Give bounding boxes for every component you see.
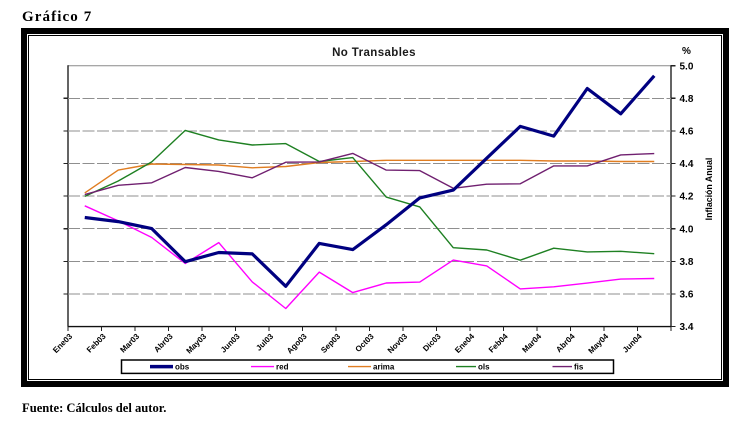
svg-text:Mar04: Mar04 bbox=[520, 331, 543, 354]
svg-text:Abr03: Abr03 bbox=[152, 331, 175, 354]
svg-text:5.0: 5.0 bbox=[680, 61, 694, 72]
svg-text:3.4: 3.4 bbox=[680, 322, 694, 333]
svg-text:4.2: 4.2 bbox=[680, 192, 694, 203]
svg-text:Ago03: Ago03 bbox=[285, 331, 309, 355]
svg-text:May04: May04 bbox=[586, 331, 610, 355]
svg-text:4.4: 4.4 bbox=[680, 159, 694, 170]
svg-text:Inflación Anual: Inflación Anual bbox=[704, 158, 714, 221]
svg-text:3.8: 3.8 bbox=[680, 257, 694, 268]
svg-text:obs: obs bbox=[175, 363, 190, 372]
svg-text:Feb03: Feb03 bbox=[85, 331, 108, 354]
svg-text:%: % bbox=[682, 46, 691, 57]
svg-text:Feb04: Feb04 bbox=[487, 331, 510, 354]
svg-text:Nov03: Nov03 bbox=[386, 331, 410, 355]
svg-text:arima: arima bbox=[373, 363, 395, 372]
svg-text:Jul03: Jul03 bbox=[254, 331, 275, 352]
svg-text:Ene03: Ene03 bbox=[51, 331, 74, 354]
svg-text:May03: May03 bbox=[184, 331, 208, 355]
svg-text:ols: ols bbox=[478, 363, 490, 372]
svg-text:3.6: 3.6 bbox=[680, 290, 694, 301]
svg-text:No Transables: No Transables bbox=[332, 47, 416, 59]
svg-text:4.0: 4.0 bbox=[680, 224, 694, 235]
svg-text:Mar03: Mar03 bbox=[118, 331, 141, 354]
svg-text:Ene04: Ene04 bbox=[453, 331, 476, 354]
svg-text:Abr04: Abr04 bbox=[554, 331, 577, 354]
svg-text:4.8: 4.8 bbox=[680, 94, 694, 105]
svg-text:red: red bbox=[276, 363, 289, 372]
svg-text:Oct03: Oct03 bbox=[354, 331, 376, 353]
svg-text:Jun03: Jun03 bbox=[219, 331, 242, 354]
svg-text:Dic03: Dic03 bbox=[421, 331, 443, 353]
svg-text:fis: fis bbox=[574, 363, 584, 372]
svg-text:Sep03: Sep03 bbox=[319, 331, 342, 354]
svg-text:Jun04: Jun04 bbox=[621, 331, 644, 354]
svg-text:4.6: 4.6 bbox=[680, 127, 694, 138]
